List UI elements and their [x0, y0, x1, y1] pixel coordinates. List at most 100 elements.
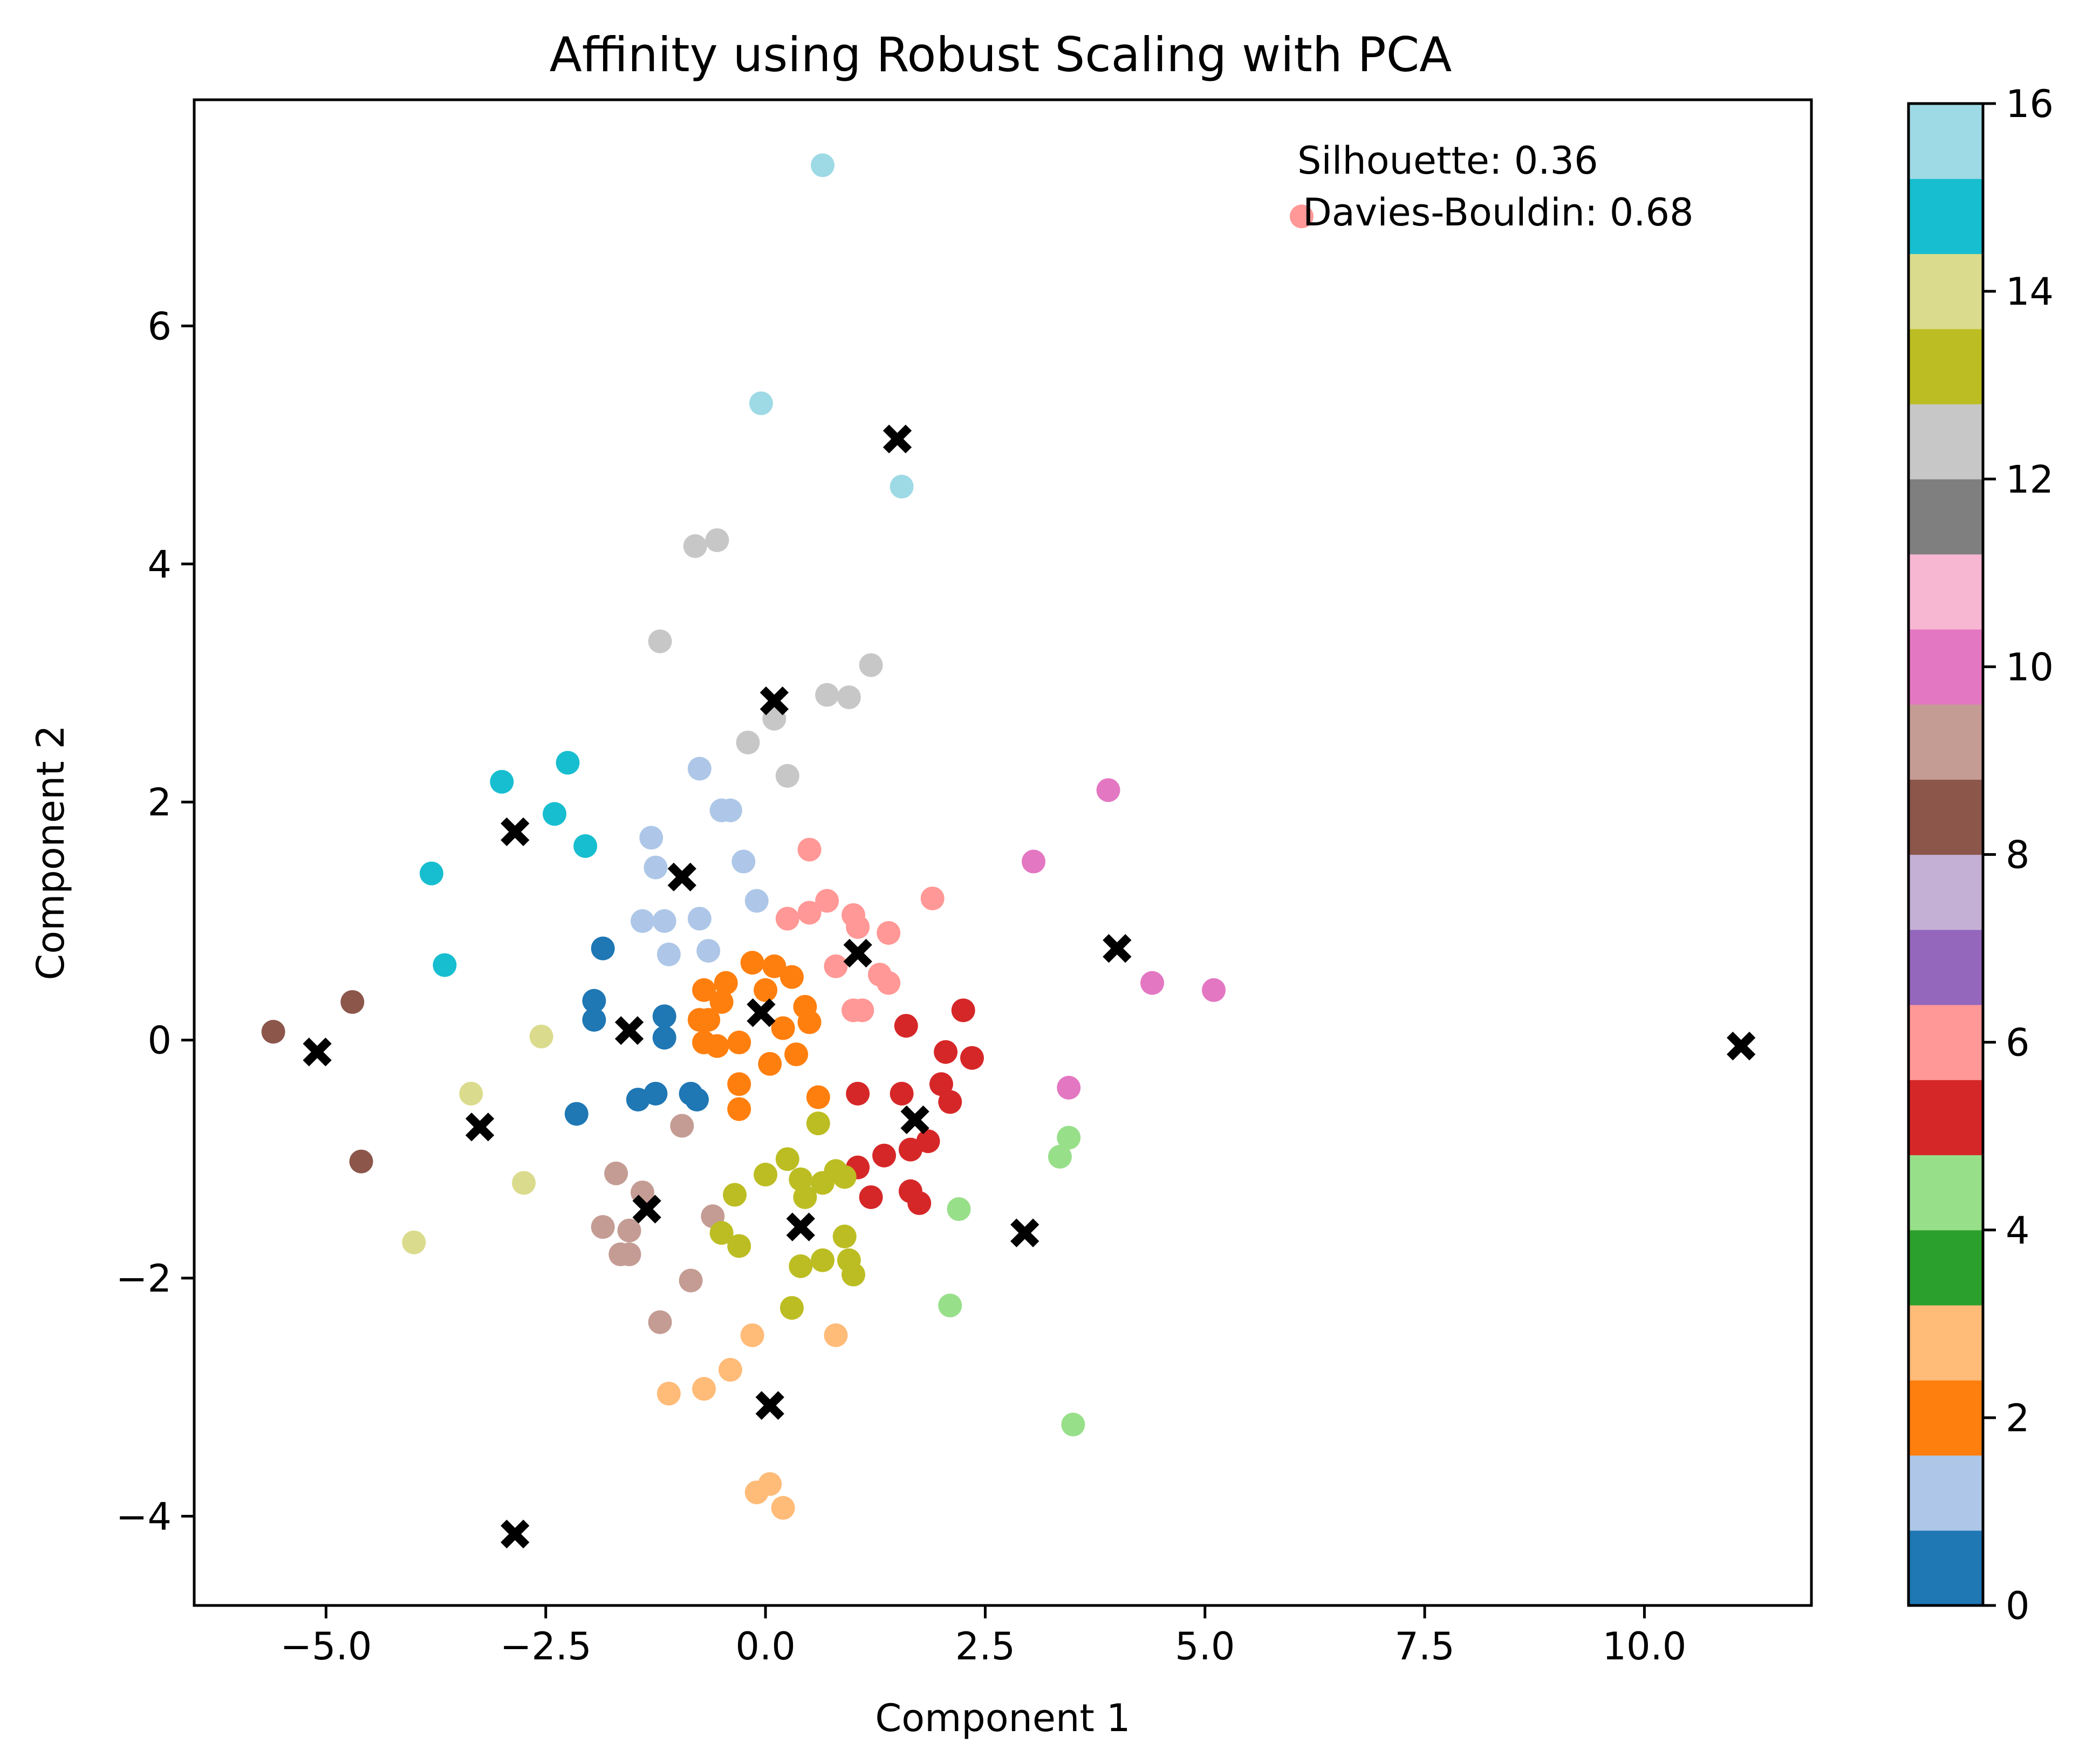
data-point: [784, 1042, 809, 1067]
data-point: [951, 998, 975, 1022]
data-point: [890, 1081, 914, 1106]
data-point: [685, 1087, 709, 1111]
data-point: [648, 629, 672, 654]
data-point: [859, 653, 883, 677]
y-tick-label: −4: [116, 1494, 172, 1539]
colorbar-tick-label: 2: [2006, 1396, 2030, 1440]
data-point: [617, 1218, 641, 1243]
y-tick-label: 0: [147, 1019, 172, 1063]
data-point: [648, 1310, 672, 1334]
data-point: [683, 534, 707, 558]
data-point: [824, 954, 848, 978]
colorbar-axis: 0 2 4 6 8 10 12 14 16: [1983, 82, 2054, 1628]
plot-frame: [193, 98, 1813, 1607]
data-point: [797, 838, 822, 862]
cluster-center: [747, 998, 776, 1027]
data-point: [1057, 1125, 1081, 1150]
x-axis-label: Component 1: [875, 1696, 1130, 1740]
data-point: [692, 1377, 716, 1401]
data-point: [960, 1046, 984, 1070]
x-axis: −5.0 −2.5 0.0 2.5 5.0 7.5 10.0: [280, 1605, 1686, 1669]
data-point: [556, 751, 580, 775]
data-point: [718, 1357, 742, 1382]
data-point: [573, 834, 598, 858]
colorbar-segment: [1909, 104, 1983, 179]
data-point: [789, 1254, 813, 1278]
davies-bouldin-annotation: Davies-Bouldin: 0.68: [1303, 190, 1694, 235]
colorbar-segment: [1909, 1230, 1983, 1306]
colorbar-segment: [1909, 1005, 1983, 1080]
data-point: [771, 1496, 795, 1520]
cluster-center: [786, 1212, 815, 1241]
colorbar-segment: [1909, 479, 1983, 555]
data-point: [758, 1052, 782, 1076]
colorbar-segment: [1909, 1455, 1983, 1531]
data-point: [810, 153, 835, 177]
data-point: [754, 1163, 778, 1187]
y-axis-label: Component 2: [29, 725, 73, 980]
data-point: [261, 1020, 285, 1044]
cluster-center: [1010, 1218, 1039, 1247]
data-point: [797, 1010, 822, 1034]
colorbar-tick-label: 10: [2006, 645, 2054, 689]
colorbar-segment: [1909, 1080, 1983, 1156]
data-point: [1096, 778, 1120, 802]
y-tick-label: −2: [116, 1257, 172, 1301]
data-point: [670, 1114, 694, 1138]
colorbar-tick-label: 0: [2006, 1584, 2030, 1628]
data-point: [731, 849, 756, 874]
data-point: [490, 770, 514, 794]
data-point: [850, 998, 874, 1022]
data-point: [907, 1191, 932, 1215]
data-point: [718, 798, 742, 822]
colorbar-segment: [1909, 629, 1983, 705]
data-point: [920, 886, 945, 910]
data-point: [859, 1185, 883, 1209]
colorbar-tick-label: 6: [2006, 1021, 2030, 1065]
data-point: [775, 764, 799, 788]
data-point: [714, 971, 738, 995]
colorbar-tick-label: 16: [2006, 82, 2054, 126]
data-point: [775, 1147, 799, 1171]
x-tick-label: 2.5: [955, 1624, 1015, 1669]
y-axis: −4 −2 0 2 4 6: [116, 304, 194, 1539]
data-point: [604, 1161, 628, 1185]
data-point: [877, 921, 901, 945]
data-point: [349, 1149, 373, 1173]
cluster-center: [667, 862, 696, 891]
colorbar-segment: [1909, 1380, 1983, 1456]
data-point: [639, 826, 664, 850]
data-point: [832, 1165, 857, 1189]
data-point: [1057, 1075, 1081, 1100]
data-point: [582, 1008, 606, 1032]
colorbar-segment: [1909, 1305, 1983, 1381]
data-point: [679, 1268, 703, 1293]
data-point: [591, 1215, 615, 1239]
data-point: [727, 1072, 751, 1096]
cluster-center: [303, 1038, 332, 1067]
colorbar-tick-label: 4: [2006, 1209, 2030, 1253]
colorbar-segment: [1909, 1530, 1983, 1606]
cluster-center: [1103, 934, 1132, 963]
data-point: [846, 915, 870, 939]
data-point: [723, 1183, 747, 1207]
cluster-center: [501, 1519, 530, 1549]
data-point: [459, 1081, 483, 1106]
data-point: [789, 1167, 813, 1191]
data-point: [929, 1072, 953, 1096]
data-point: [806, 1085, 830, 1109]
data-point: [934, 1040, 958, 1064]
colorbar-segment: [1909, 554, 1983, 630]
data-point: [1061, 1412, 1085, 1437]
colorbar-segment: [1909, 253, 1983, 330]
cluster-center: [1726, 1032, 1756, 1061]
y-tick-label: 2: [147, 780, 172, 825]
data-point: [797, 901, 822, 925]
data-point: [617, 1242, 641, 1266]
colorbar: [1909, 104, 1983, 1606]
cluster-center: [843, 938, 872, 968]
data-point: [727, 1031, 751, 1055]
data-point: [947, 1197, 971, 1221]
x-tick-label: 7.5: [1394, 1624, 1454, 1669]
colorbar-segment: [1909, 779, 1983, 855]
